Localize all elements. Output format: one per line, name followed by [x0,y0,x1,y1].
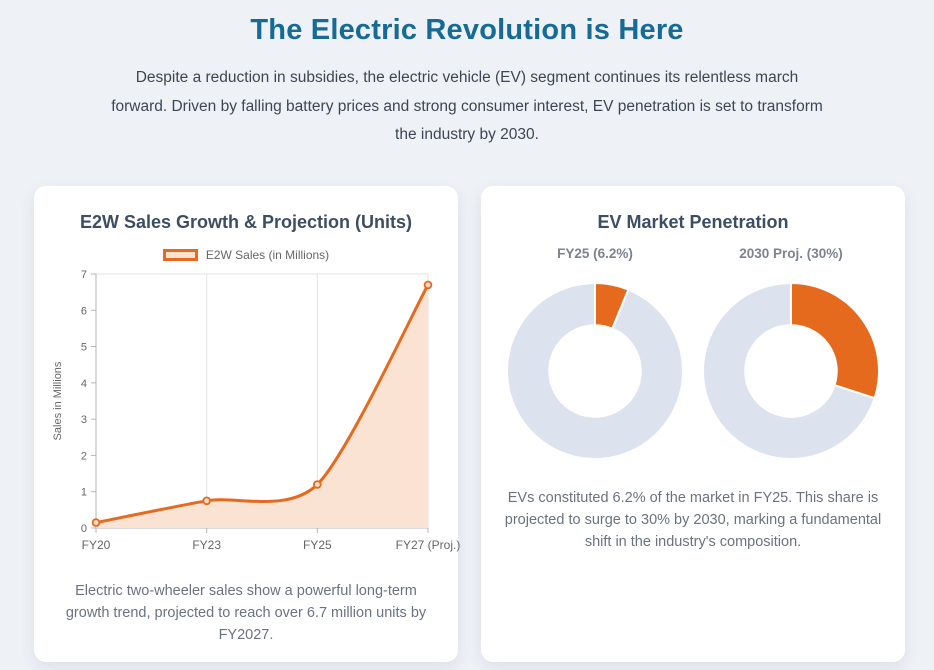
e2w-card-title: E2W Sales Growth & Projection (Units) [79,212,413,233]
svg-text:3: 3 [81,414,87,426]
svg-text:4: 4 [81,378,87,390]
svg-text:FY20: FY20 [82,538,111,552]
ev-card-caption: EVs constituted 6.2% of the market in FY… [504,490,882,550]
fy25-donut-label: FY25 (6.2%) [557,246,633,262]
page-subtitle: Despite a reduction in subsidies, the el… [111,69,823,144]
ev-penetration-card: EV Market Penetration FY25 (6.2%) 2030 P… [481,186,905,663]
legend-swatch-icon [162,249,198,262]
header: The Electric Revolution is Here Despite … [0,0,934,150]
svg-text:FY23: FY23 [192,538,221,552]
svg-text:1: 1 [81,487,87,499]
page-title: The Electric Revolution is Here [250,14,684,46]
fy25-donut-chart[interactable] [505,281,685,461]
cards-row: E2W Sales Growth & Projection (Units) E2… [0,186,934,663]
proj2030-donut-figure: 2030 Proj. (30%) [701,246,881,461]
svg-text:0: 0 [81,523,87,535]
svg-text:Sales in Millions: Sales in Millions [52,361,64,440]
donut-charts-row: FY25 (6.2%) 2030 Proj. (30%) [497,246,889,461]
e2w-sales-line-chart[interactable]: 0 1 2 3 4 5 6 7 FY20 FY23 FY25 FY27 (Proj.) Sales in… [50,264,460,564]
proj2030-donut-label: 2030 Proj. (30%) [739,246,843,262]
chart-legend[interactable]: E2W Sales (in Millions) [50,248,442,262]
e2w-card-caption: Electric two-wheeler sales show a powerf… [65,583,427,643]
fy25-donut-figure: FY25 (6.2%) [505,246,685,461]
line-chart-canvas[interactable]: 0 1 2 3 4 5 6 7 FY20 FY23 FY25 FY27 (Proj.) Sales in… [50,264,460,564]
proj2030-donut-chart[interactable] [701,281,881,461]
legend-label: E2W Sales (in Millions) [205,248,330,263]
svg-text:2: 2 [81,450,87,462]
svg-text:5: 5 [81,342,87,354]
ev-card-title: EV Market Penetration [597,212,789,233]
svg-text:FY25: FY25 [303,538,332,552]
e2w-sales-card: E2W Sales Growth & Projection (Units) E2… [34,186,460,663]
svg-text:FY27 (Proj.): FY27 (Proj.) [396,538,461,552]
svg-text:6: 6 [81,305,87,317]
svg-text:7: 7 [81,269,87,281]
